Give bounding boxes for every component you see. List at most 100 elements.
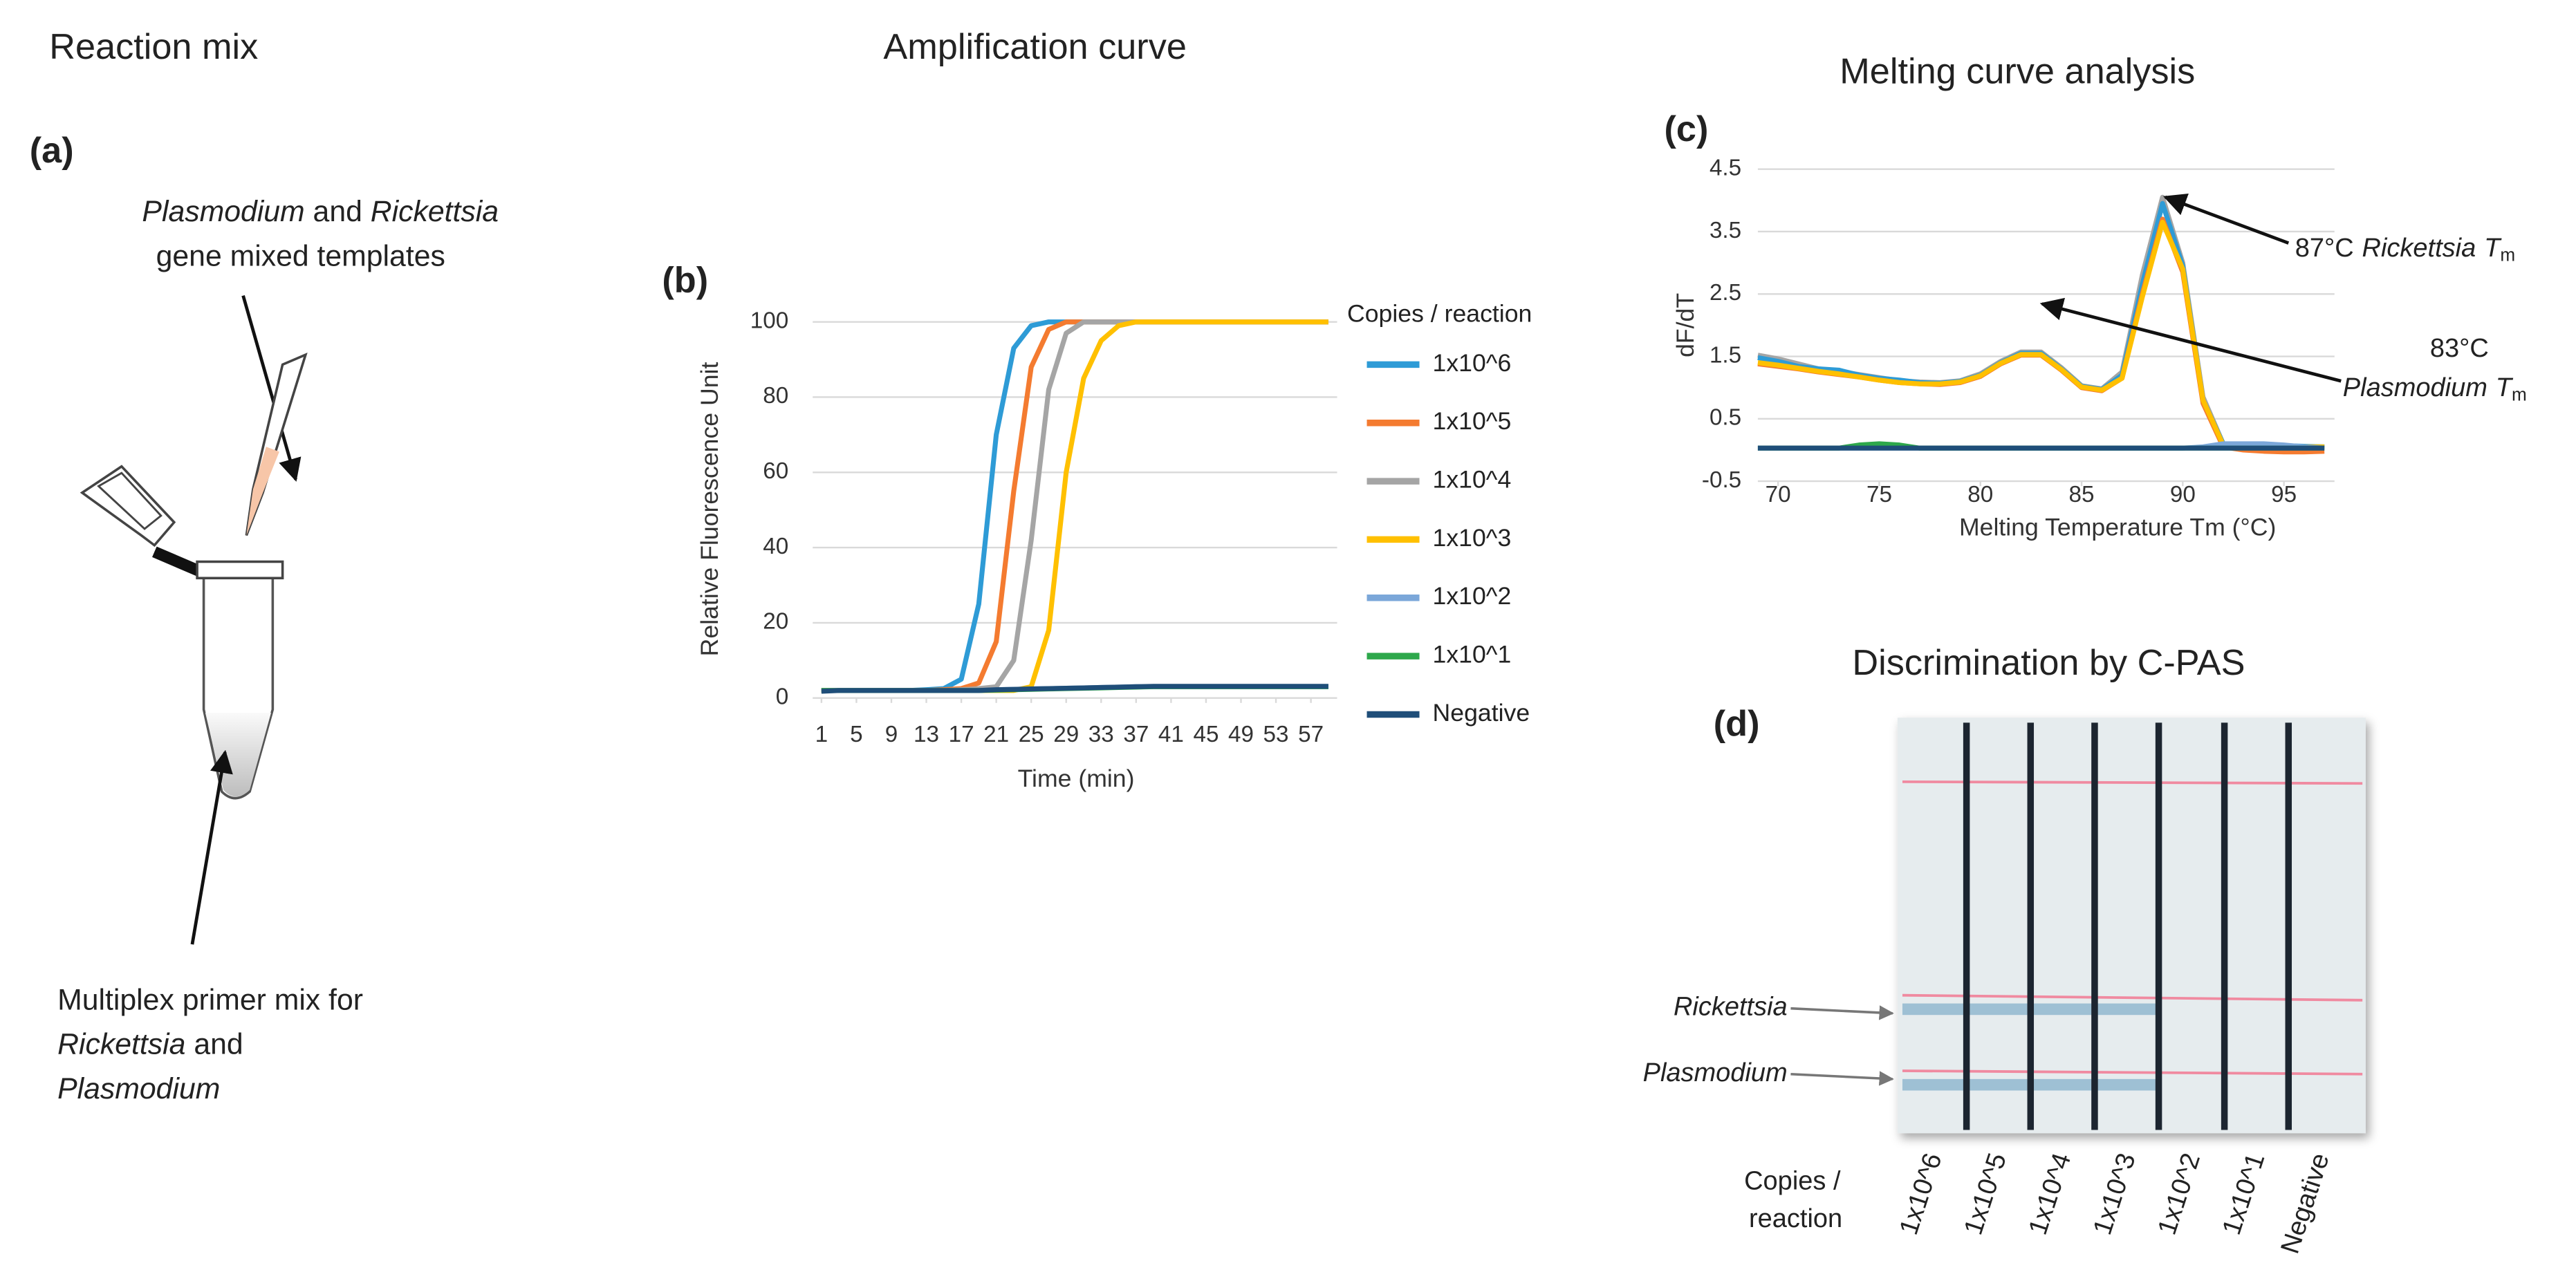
y-tick-label: 1.5: [1709, 342, 1741, 368]
x-tick-label: 33: [1088, 722, 1114, 747]
series-line: [821, 319, 1328, 693]
tube-hinge: [152, 546, 203, 577]
strip-label: Negative: [2276, 1150, 2335, 1257]
joiner: and: [313, 195, 362, 228]
y-tick-label: 0.5: [1709, 405, 1741, 431]
arrow: [190, 749, 233, 945]
x-tick-label: 95: [2271, 482, 2297, 507]
x-tick-label: 25: [1019, 722, 1044, 747]
series-line: [1757, 219, 2325, 449]
y-tick-label: 2.5: [1709, 280, 1741, 306]
tube-lid-inner: [97, 471, 163, 530]
panel-label: (d): [1714, 704, 1760, 744]
x-tick-label: 45: [1193, 722, 1218, 747]
annotation-part: m: [2512, 384, 2527, 404]
series-line: [1757, 216, 2325, 455]
x-tick-label: 21: [983, 722, 1009, 747]
series-line: [1757, 200, 2325, 449]
tube-rim: [196, 560, 284, 580]
panel-label: (b): [662, 260, 708, 300]
x-tick-label: 29: [1053, 722, 1079, 747]
panel-title: Discrimination by C-PAS: [1852, 643, 2245, 683]
y-tick-label: 40: [763, 534, 788, 559]
annotation-part: m: [2500, 245, 2515, 265]
legend-label: 1x10^4: [1433, 465, 1512, 493]
x-tick-label: 80: [1967, 482, 1993, 507]
panel-title: Reaction mix: [49, 27, 258, 67]
y-tick-label: 100: [750, 308, 788, 333]
strip-label: 1x10^4: [2023, 1150, 2077, 1238]
annotation-part: 87°C: [2295, 234, 2354, 263]
arrow: [1790, 1005, 1894, 1020]
series-line: [821, 319, 1328, 693]
chart-title: Amplification curve: [883, 27, 1186, 67]
pipette-liquid: [246, 447, 279, 536]
chart-title: Melting curve analysis: [1840, 52, 2195, 92]
y-tick-label: 4.5: [1709, 155, 1741, 180]
template-note: gene mixed templates: [156, 239, 445, 272]
legend-title: Copies / reaction: [1347, 300, 1532, 328]
x-tick-label: 75: [1866, 482, 1892, 507]
y-tick-label: 3.5: [1709, 218, 1741, 243]
annotation-arrow: [2039, 297, 2342, 383]
tube: [80, 465, 284, 800]
species: Rickettsia: [57, 1028, 185, 1061]
legend-label: Negative: [1433, 699, 1530, 727]
y-axis-label: dF/dT: [1671, 293, 1699, 357]
panel-label: (a): [30, 131, 74, 171]
x-axis-label: Melting Temperature Tm (°C): [1959, 513, 2276, 541]
panel-label: (c): [1665, 109, 1709, 149]
strip-label: 1x10^2: [2153, 1150, 2206, 1238]
y-tick-label: 20: [763, 609, 788, 635]
annotation-part: Rickettsia: [2362, 234, 2476, 263]
y-tick-label: 80: [763, 383, 788, 409]
series-line: [821, 319, 1328, 693]
annotation-part: Plasmodium: [2343, 373, 2487, 402]
legend-label: 1x10^2: [1433, 582, 1512, 610]
band-label: Rickettsia: [1674, 993, 1788, 1022]
annotation-part: T: [2484, 234, 2502, 263]
strip-label: 1x10^5: [1959, 1150, 2012, 1238]
annotation-part: T: [2496, 373, 2514, 402]
x-tick-label: 13: [914, 722, 939, 747]
strip-photo: [1897, 718, 2366, 1134]
arrow: [1790, 1071, 1894, 1086]
annotation-arrow: [2162, 193, 2290, 245]
y-tick-label: -0.5: [1702, 467, 1741, 493]
axis-label: reaction: [1749, 1204, 1842, 1233]
y-axis-label: Relative Fluorescence Unit: [696, 362, 723, 657]
legend-label: 1x10^3: [1433, 524, 1512, 552]
x-tick-label: 37: [1123, 722, 1149, 747]
legend-label: 1x10^5: [1433, 407, 1512, 435]
annotation: 87°C Rickettsia Tm: [2295, 234, 2515, 265]
strip-label: 1x10^6: [1894, 1150, 1947, 1238]
primer-note: Rickettsia and: [57, 1028, 243, 1061]
legend-label: 1x10^1: [1433, 641, 1512, 668]
strip-edges: [1963, 722, 2292, 1130]
x-tick-label: 49: [1228, 722, 1254, 747]
tube-lid: [80, 465, 176, 548]
legend-label: 1x10^6: [1433, 349, 1512, 377]
band-label: Plasmodium: [1643, 1058, 1788, 1087]
arrow: [241, 294, 302, 482]
strip-label: 1x10^1: [2217, 1150, 2270, 1238]
x-tick-label: 70: [1766, 482, 1791, 507]
strip-labels: 1x10^6 1x10^5 1x10^4 1x10^3 1x10^2 1x10^1 Nega…: [1894, 1150, 2335, 1257]
x-tick-label: 41: [1158, 722, 1184, 747]
annotation: Plasmodium Tm: [2343, 373, 2527, 404]
template-note: Plasmodium and Rickettsia: [142, 195, 499, 228]
series-line: [821, 319, 1328, 693]
x-tick-label: 85: [2069, 482, 2095, 507]
annotation: 83°C: [2430, 334, 2489, 363]
species: Rickettsia: [371, 195, 499, 228]
y-tick-label: 60: [763, 458, 788, 484]
x-tick-label: 5: [850, 722, 862, 747]
joiner: and: [194, 1028, 243, 1061]
control-line: [1902, 780, 2363, 785]
primer-note: Multiplex primer mix for: [57, 983, 363, 1016]
primer-note: Plasmodium: [57, 1072, 220, 1105]
x-tick-label: 17: [949, 722, 974, 747]
series-line: [1757, 194, 2325, 449]
